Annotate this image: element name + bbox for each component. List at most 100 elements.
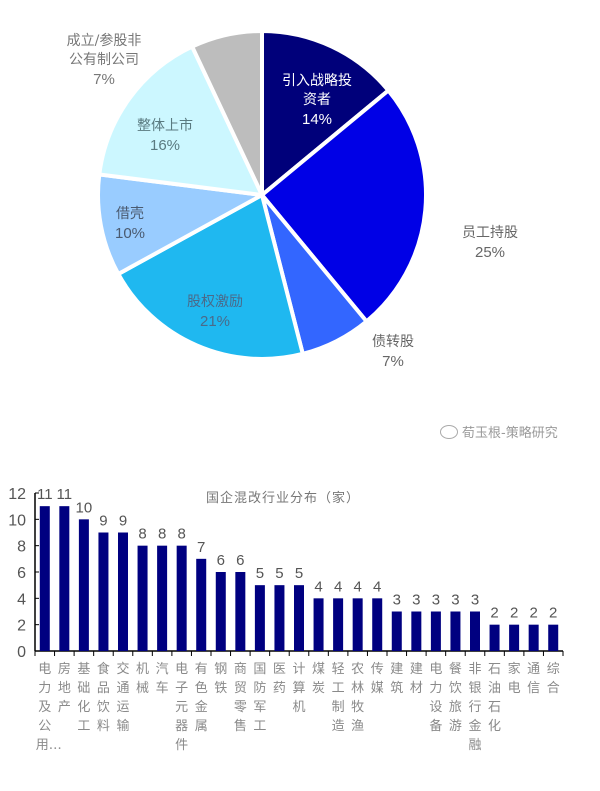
bar <box>352 598 363 651</box>
bar-value-label: 10 <box>76 499 93 516</box>
bar-value-label: 4 <box>314 578 322 595</box>
x-tick-label: 计算机 <box>292 662 306 715</box>
bar <box>430 611 441 651</box>
bar <box>391 611 402 651</box>
bar <box>294 585 304 651</box>
bar <box>176 545 187 651</box>
bar <box>196 558 207 651</box>
bar-value-label: 4 <box>353 578 361 595</box>
bar <box>78 519 89 651</box>
bar-value-label: 9 <box>99 513 107 530</box>
pie-slice <box>260 29 391 197</box>
bar-chart-title: 国企混改行业分布（家） <box>206 491 361 506</box>
bar-value-label: 11 <box>37 486 53 503</box>
bar-value-label: 3 <box>451 592 459 609</box>
x-tick-label: 医药 <box>272 662 286 696</box>
x-tick-label: 基础化工 <box>77 662 91 734</box>
bar <box>450 611 461 651</box>
x-tick-label: 电力及公用… <box>35 662 62 753</box>
bar <box>313 598 324 651</box>
bar <box>157 545 168 651</box>
bar-value-label: 2 <box>510 605 518 622</box>
x-tick-label: 国防军工 <box>253 662 267 734</box>
y-tick-label: 12 <box>8 486 26 503</box>
bar-value-label: 8 <box>177 526 185 543</box>
bar-value-label: 3 <box>412 592 420 609</box>
bar-value-label: 2 <box>490 605 498 622</box>
y-tick-label: 6 <box>17 565 26 582</box>
pie-label-employee: 员工持股 25% <box>462 225 518 261</box>
x-tick-label: 房地产 <box>57 662 71 715</box>
bar-value-label: 7 <box>197 539 205 556</box>
bar-value-label: 8 <box>138 526 146 543</box>
x-tick-label: 家电 <box>507 662 521 696</box>
bar <box>137 545 148 651</box>
pie-label-backdoor: 借壳 10% <box>114 206 146 242</box>
pie-label-listing: 整体上市 16% <box>137 118 193 154</box>
x-tick-label: 汽车 <box>155 662 169 696</box>
bar-value-label: 5 <box>295 565 303 582</box>
x-tick-label: 交通运输 <box>116 662 130 734</box>
x-tick-label: 建筑 <box>390 662 404 696</box>
bar <box>98 532 109 651</box>
bar-value-label: 3 <box>393 592 401 609</box>
x-tick-label: 农林牧渔 <box>351 662 365 734</box>
pie-label-debt: 债转股 7% <box>372 334 414 370</box>
bar-value-label: 4 <box>334 578 342 595</box>
bar <box>274 585 285 651</box>
bar-value-label: 11 <box>57 486 73 503</box>
bar <box>235 572 246 651</box>
y-tick-label: 8 <box>17 539 26 556</box>
bar <box>254 585 265 651</box>
x-tick-label: 食品饮料 <box>96 662 110 734</box>
bar <box>118 532 128 651</box>
x-tick-label: 传媒 <box>370 662 384 696</box>
y-tick-label: 4 <box>17 591 26 608</box>
x-tick-label: 煤炭 <box>312 662 326 696</box>
bar <box>548 624 559 651</box>
x-tick-label: 机械 <box>136 662 150 696</box>
x-tick-label: 非银行金融 <box>468 662 482 753</box>
bar <box>333 598 344 651</box>
x-tick-label: 有色金属 <box>194 662 208 734</box>
x-tick-label: 石油石化 <box>488 662 502 734</box>
bar <box>411 611 422 651</box>
pie-label-private: 成立/参股非 公有制公司 7% <box>66 33 142 88</box>
bar-value-label: 2 <box>549 605 557 622</box>
pie-chart <box>96 29 428 361</box>
bar <box>509 624 520 651</box>
bar <box>489 624 500 651</box>
watermark: 荀玉根-策略研究 <box>440 422 558 441</box>
bar-value-label: 5 <box>256 565 264 582</box>
x-tick-label: 轻工制造 <box>331 662 345 734</box>
x-tick-label: 建材 <box>409 662 423 696</box>
bar <box>372 598 383 651</box>
bar-value-label: 4 <box>373 578 381 595</box>
bar-value-label: 3 <box>432 592 440 609</box>
pie-label-strategic: 引入战略投 资者 14% <box>282 73 352 128</box>
pie-label-equity: 股权激励 21% <box>187 294 243 330</box>
x-tick-label: 通信 <box>527 662 541 696</box>
x-tick-label: 商贸零售 <box>233 662 247 734</box>
bar-value-label: 3 <box>471 592 479 609</box>
x-tick-label: 钢铁 <box>214 662 228 696</box>
x-tick-label: 电子元器件 <box>175 662 189 753</box>
bar <box>528 624 539 651</box>
x-tick-label: 电力设备 <box>429 662 443 734</box>
pie-slice <box>190 29 264 197</box>
bar <box>59 506 70 651</box>
x-tick-label: 餐饮旅游 <box>448 662 462 734</box>
bar <box>215 572 226 651</box>
x-tick-label: 综合 <box>546 662 560 696</box>
bar-value-label: 9 <box>119 513 127 530</box>
pie-slice <box>97 44 264 197</box>
y-tick-label: 0 <box>17 644 26 660</box>
bar-value-label: 2 <box>529 605 537 622</box>
pie-slice <box>96 172 264 277</box>
bar-value-label: 5 <box>275 565 283 582</box>
pie-slice <box>260 88 428 324</box>
y-tick-label: 10 <box>8 512 26 529</box>
pie-slice <box>116 193 305 361</box>
bar <box>39 506 50 651</box>
